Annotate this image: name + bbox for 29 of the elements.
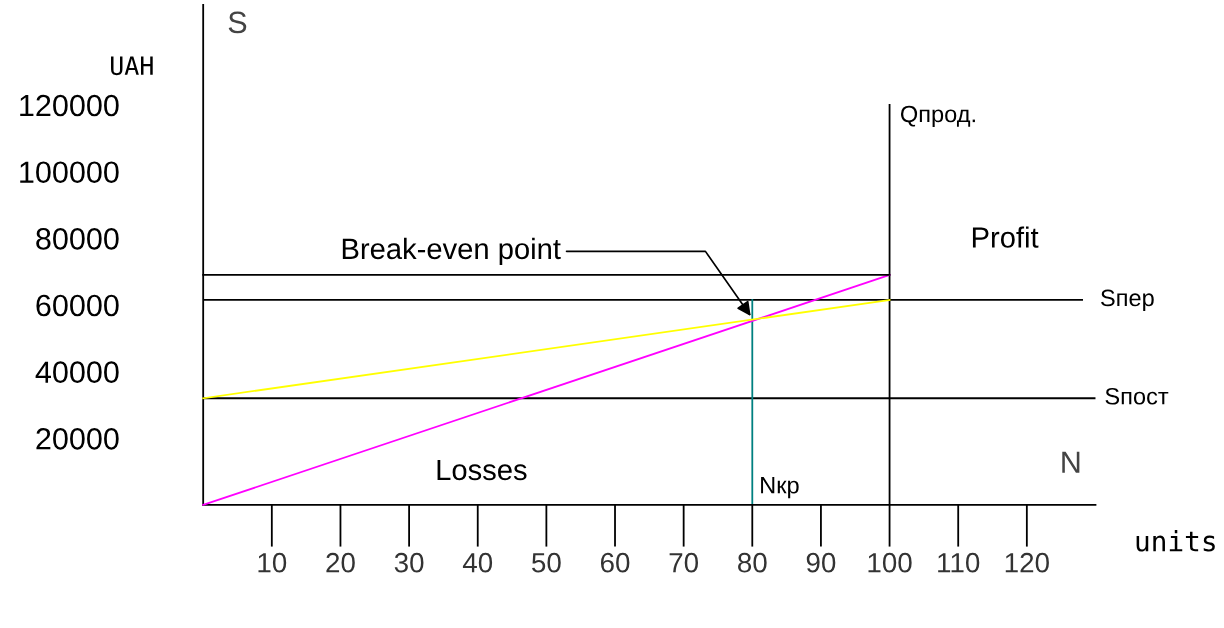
y-tick-label: 20000 <box>36 428 119 450</box>
x-tick-label: 80 <box>738 552 767 573</box>
x-tick-label: 60 <box>600 552 630 573</box>
x-tick-label: 30 <box>394 552 424 573</box>
annotation: N <box>1062 451 1080 473</box>
x-tick-label: 20 <box>326 552 355 573</box>
x-axis-title: units <box>1136 530 1215 552</box>
ref-line-label: Sпер <box>1101 289 1154 311</box>
y-tick-label: 100000 <box>20 161 119 184</box>
x-tick-label: 70 <box>669 552 699 573</box>
x-tick-label: 10 <box>258 552 287 573</box>
x-tick-label: 110 <box>938 552 980 573</box>
annotation: Losses <box>437 459 527 481</box>
y-tick-label: 80000 <box>36 228 119 250</box>
ref-line-label: Sпост <box>1105 387 1169 405</box>
x-tick-label: 100 <box>868 552 912 573</box>
x-tick-label: 90 <box>806 552 836 573</box>
annotation: Break-even point <box>342 237 561 265</box>
x-tick-label: 50 <box>532 552 561 573</box>
x-tick-label: 40 <box>462 552 493 573</box>
y-tick-label: 120000 <box>20 94 119 117</box>
ref-line-label: Qпрод. <box>900 105 975 128</box>
annotation: Profit <box>972 226 1039 248</box>
annotation: S <box>228 11 247 34</box>
y-axis-title: UAH <box>111 56 153 76</box>
ref-line-label: Nкр <box>761 477 799 499</box>
y-tick-label: 60000 <box>36 294 119 317</box>
x-tick-label: 120 <box>1005 552 1049 573</box>
y-tick-label: 40000 <box>35 361 119 383</box>
